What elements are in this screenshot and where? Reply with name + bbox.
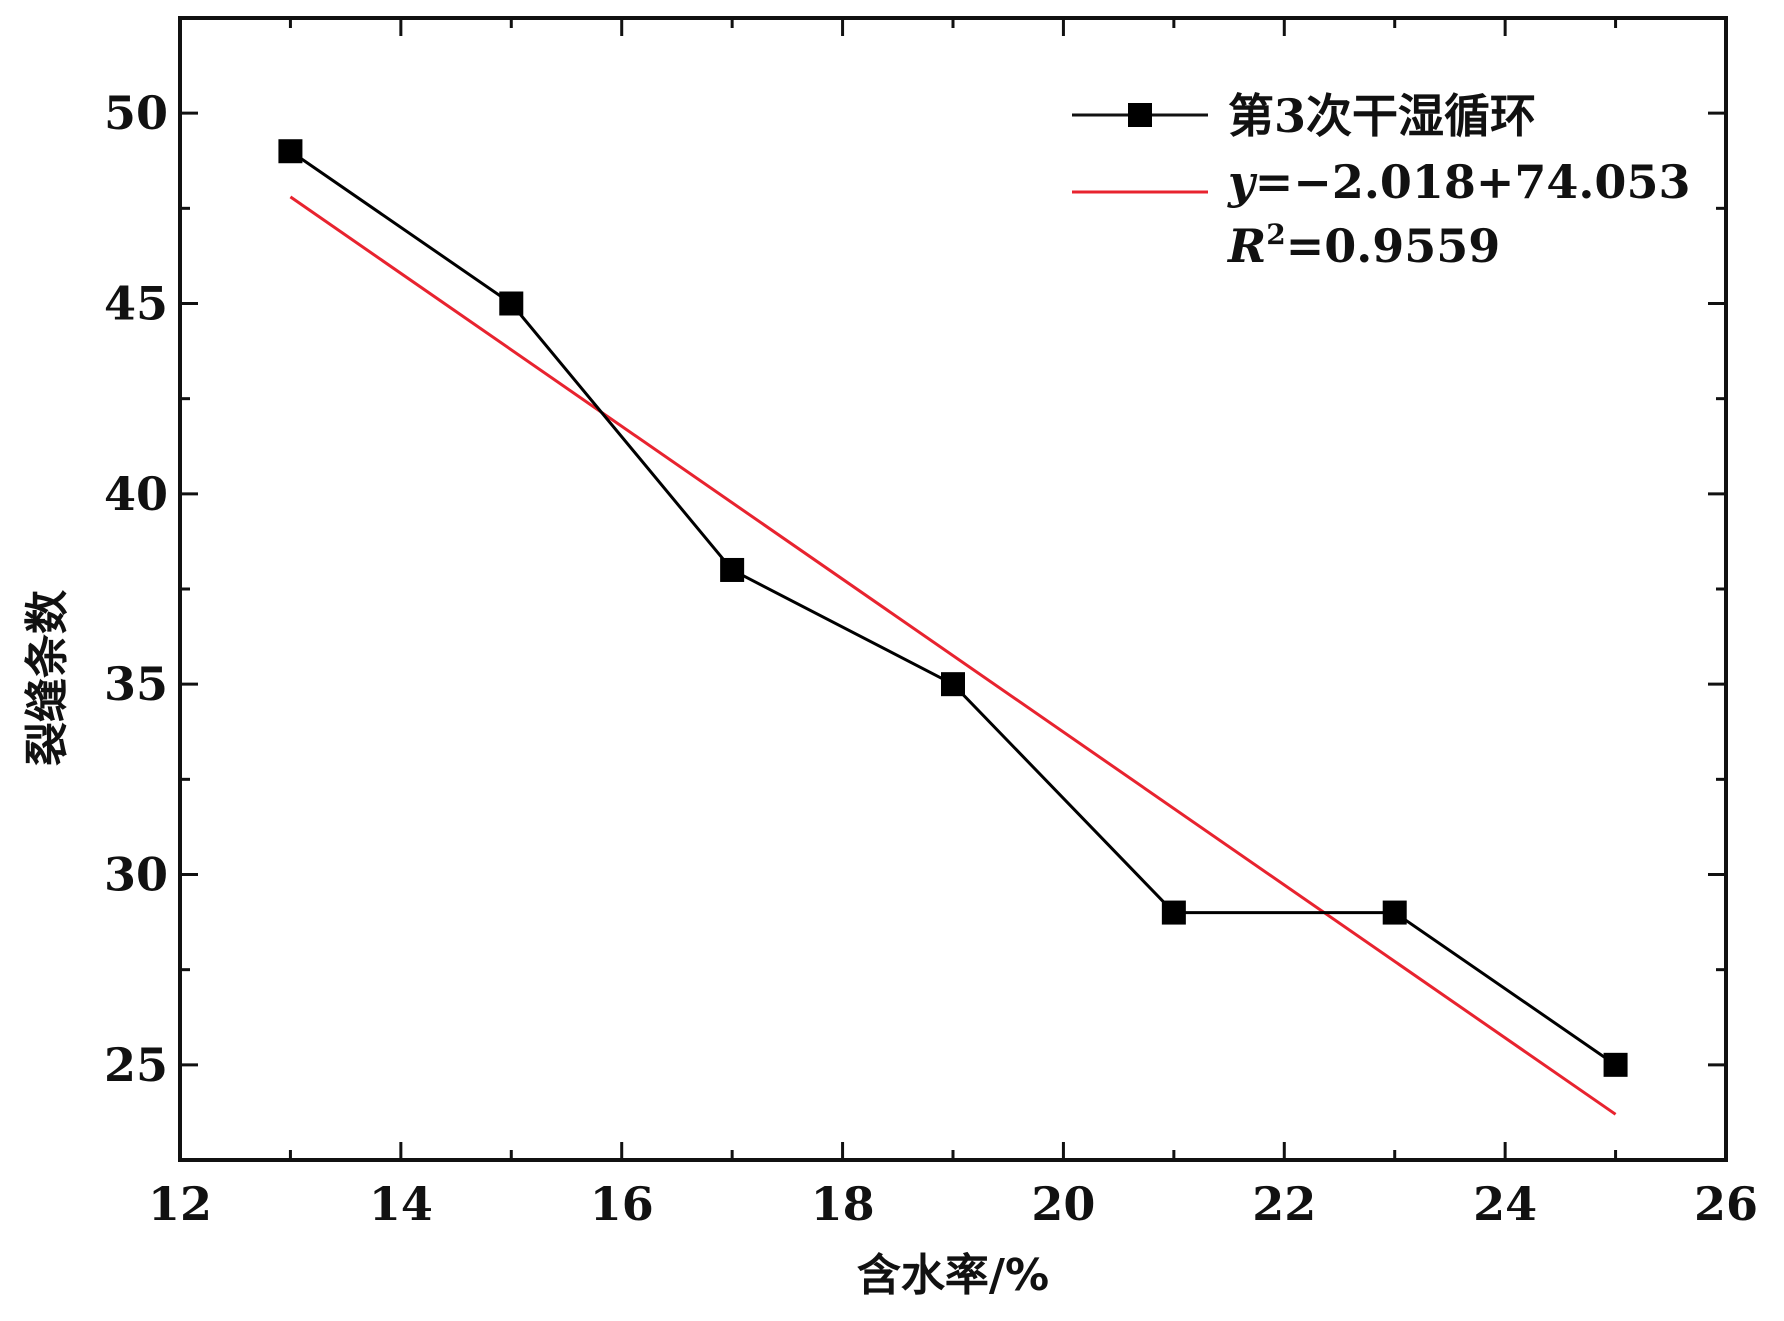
x-tick-label: 22 [1252, 1177, 1316, 1231]
x-tick-label: 16 [590, 1177, 654, 1231]
legend-fit-r2: R2=0.9559 [1226, 218, 1500, 273]
r2-label: R [1226, 219, 1266, 273]
data-point [720, 557, 745, 582]
y-tick-label: 45 [104, 277, 168, 331]
x-tick-label: 12 [148, 1177, 212, 1231]
legend-fit-equation: y=−2.018+74.053 [1227, 155, 1690, 209]
data-point [941, 672, 965, 697]
x-tick-label: 20 [1031, 1177, 1095, 1231]
data-point [1161, 900, 1186, 925]
legend: 第3次干湿循环 y=−2.018+74.053 R2=0.9559 [1072, 89, 1690, 273]
y-tick-label: 30 [104, 848, 168, 902]
data-point [1382, 900, 1407, 925]
y-axis-title: 裂缝条数 [22, 590, 73, 766]
data-point [1603, 1052, 1628, 1077]
y-tick-label: 40 [104, 467, 168, 521]
equation-rest: =−2.018+74.053 [1255, 155, 1691, 209]
equation-y: y [1227, 155, 1258, 209]
r2-sup: 2 [1266, 218, 1285, 251]
data-point [278, 139, 303, 164]
series-line [289, 149, 1617, 1067]
tick-labels: 12 14 16 18 20 22 24 26 25 30 35 40 45 50 [104, 86, 1758, 1231]
y-tick-label: 25 [104, 1038, 168, 1092]
y-tick-label: 50 [104, 86, 168, 140]
legend-series-marker [1128, 103, 1152, 127]
series-layer [278, 139, 1628, 1077]
x-tick-label: 24 [1473, 1177, 1537, 1231]
fit-line [289, 195, 1617, 1116]
x-axis-title: 含水率/% [857, 1250, 1049, 1301]
y-tick-label: 35 [104, 657, 168, 711]
x-tick-label: 18 [811, 1177, 875, 1231]
x-tick-label: 14 [369, 1177, 433, 1231]
x-tick-label: 26 [1694, 1177, 1758, 1231]
axis-ticks [178, 16, 1728, 1162]
data-point [499, 291, 524, 316]
fit-layer [289, 195, 1617, 1116]
r2-rest: =0.9559 [1286, 219, 1501, 273]
legend-series-name: 第3次干湿循环 [1228, 89, 1536, 143]
